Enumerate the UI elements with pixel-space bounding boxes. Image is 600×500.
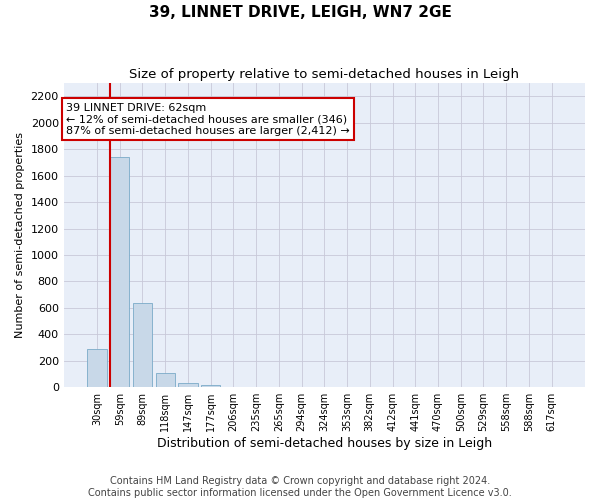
Title: Size of property relative to semi-detached houses in Leigh: Size of property relative to semi-detach…: [130, 68, 520, 80]
X-axis label: Distribution of semi-detached houses by size in Leigh: Distribution of semi-detached houses by …: [157, 437, 492, 450]
Bar: [178, 382, 197, 387]
Bar: [201, 384, 220, 387]
Bar: [88, 349, 107, 387]
Bar: [133, 302, 152, 387]
Bar: [110, 157, 130, 387]
Y-axis label: Number of semi-detached properties: Number of semi-detached properties: [15, 132, 25, 338]
Text: 39 LINNET DRIVE: 62sqm
← 12% of semi-detached houses are smaller (346)
87% of se: 39 LINNET DRIVE: 62sqm ← 12% of semi-det…: [66, 103, 350, 136]
Text: 39, LINNET DRIVE, LEIGH, WN7 2GE: 39, LINNET DRIVE, LEIGH, WN7 2GE: [149, 5, 451, 20]
Text: Contains HM Land Registry data © Crown copyright and database right 2024.
Contai: Contains HM Land Registry data © Crown c…: [88, 476, 512, 498]
Bar: [155, 372, 175, 387]
